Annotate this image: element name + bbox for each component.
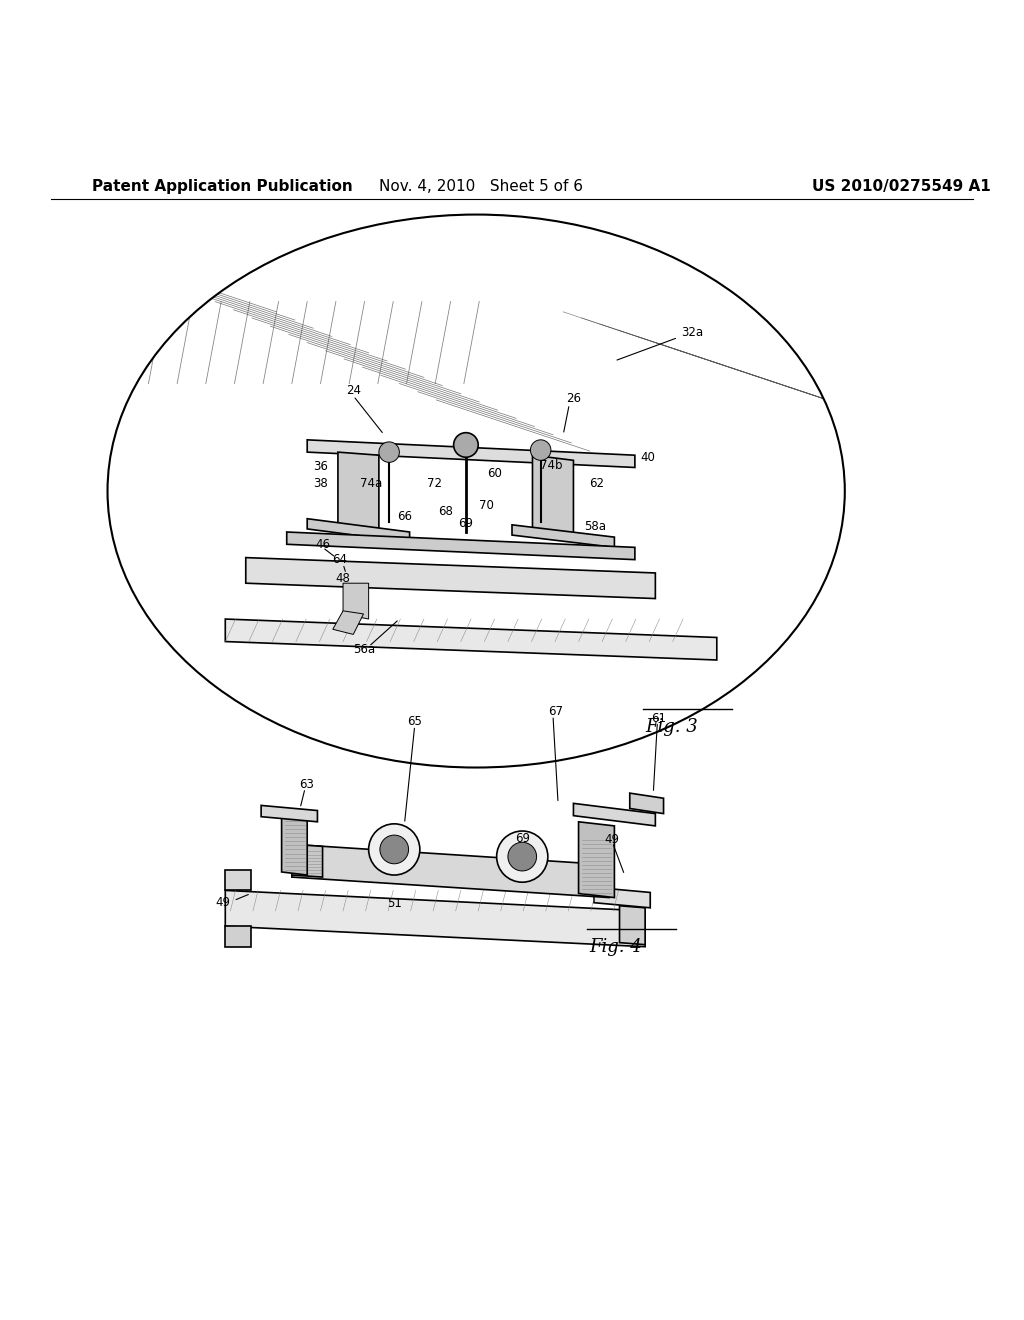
Text: 60: 60	[487, 467, 503, 480]
Text: 65: 65	[408, 715, 423, 727]
Text: 72: 72	[427, 478, 442, 490]
Polygon shape	[246, 557, 655, 598]
Polygon shape	[287, 532, 635, 560]
Text: 68: 68	[438, 506, 454, 517]
Circle shape	[508, 842, 537, 871]
Text: 46: 46	[315, 537, 331, 550]
Polygon shape	[225, 870, 251, 891]
Text: 69: 69	[458, 517, 473, 531]
Text: 24: 24	[346, 384, 360, 397]
Polygon shape	[579, 822, 614, 898]
Text: 70: 70	[479, 499, 495, 512]
Polygon shape	[512, 525, 614, 548]
Text: 49: 49	[215, 896, 230, 909]
Polygon shape	[307, 519, 410, 543]
Text: 58a: 58a	[584, 520, 605, 533]
Polygon shape	[307, 440, 635, 467]
Circle shape	[369, 824, 420, 875]
Text: 62: 62	[589, 478, 604, 490]
Text: Fig. 4: Fig. 4	[589, 937, 642, 956]
Text: 66: 66	[397, 510, 413, 523]
Polygon shape	[338, 453, 379, 532]
Text: 49: 49	[604, 833, 620, 846]
Polygon shape	[532, 455, 573, 535]
Polygon shape	[620, 906, 645, 945]
Text: 56a: 56a	[353, 643, 376, 656]
Text: US 2010/0275549 A1: US 2010/0275549 A1	[812, 180, 990, 194]
Polygon shape	[225, 927, 251, 946]
Polygon shape	[225, 891, 645, 946]
Text: 48: 48	[336, 572, 351, 585]
Text: 74b: 74b	[540, 459, 562, 473]
Text: 32a: 32a	[617, 326, 703, 360]
Circle shape	[497, 832, 548, 882]
Text: 63: 63	[299, 779, 314, 792]
Polygon shape	[292, 845, 609, 898]
Polygon shape	[282, 808, 307, 875]
Text: 67: 67	[548, 705, 563, 718]
Text: 40: 40	[640, 450, 655, 463]
Polygon shape	[594, 887, 650, 908]
Polygon shape	[261, 805, 317, 822]
Polygon shape	[225, 619, 717, 660]
Text: 51: 51	[387, 898, 402, 911]
Text: Nov. 4, 2010   Sheet 5 of 6: Nov. 4, 2010 Sheet 5 of 6	[379, 180, 584, 194]
Text: 69: 69	[515, 832, 530, 845]
Polygon shape	[292, 845, 323, 876]
Text: 64: 64	[332, 553, 347, 566]
Circle shape	[454, 433, 478, 457]
Text: Patent Application Publication: Patent Application Publication	[92, 180, 353, 194]
Circle shape	[530, 440, 551, 461]
Text: 36: 36	[313, 459, 329, 473]
Polygon shape	[343, 583, 369, 619]
Circle shape	[380, 836, 409, 863]
Polygon shape	[630, 793, 664, 813]
Circle shape	[379, 442, 399, 462]
Text: 61: 61	[651, 711, 667, 725]
Text: Fig. 3: Fig. 3	[645, 718, 698, 735]
Text: 38: 38	[313, 478, 328, 490]
Polygon shape	[573, 804, 655, 826]
Text: 26: 26	[566, 392, 581, 405]
Text: 74a: 74a	[360, 478, 383, 490]
Polygon shape	[333, 611, 364, 635]
